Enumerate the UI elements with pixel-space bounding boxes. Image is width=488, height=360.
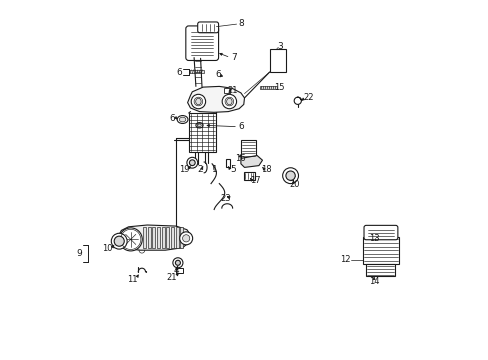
Polygon shape	[241, 156, 262, 167]
Polygon shape	[187, 86, 244, 112]
Text: 2: 2	[197, 166, 203, 175]
Circle shape	[224, 97, 233, 106]
Ellipse shape	[177, 116, 187, 123]
Text: 6: 6	[168, 114, 174, 123]
Circle shape	[179, 232, 192, 245]
Bar	[366, 264, 394, 276]
Text: 11: 11	[127, 275, 137, 284]
Text: 13: 13	[369, 234, 379, 243]
Text: 17: 17	[249, 176, 260, 185]
Bar	[152, 227, 155, 248]
Text: 4: 4	[173, 266, 179, 275]
Bar	[180, 227, 183, 248]
Text: 20: 20	[289, 180, 300, 189]
Text: 10: 10	[102, 244, 112, 253]
Bar	[244, 172, 254, 180]
Text: 9: 9	[76, 249, 81, 258]
Bar	[189, 70, 204, 73]
Bar	[171, 227, 174, 248]
Text: 18: 18	[260, 166, 271, 175]
Circle shape	[282, 168, 298, 184]
Circle shape	[186, 157, 197, 168]
Text: 16: 16	[235, 154, 246, 163]
Circle shape	[182, 235, 189, 242]
Ellipse shape	[197, 124, 201, 127]
FancyBboxPatch shape	[185, 26, 218, 60]
Bar	[157, 227, 160, 248]
Text: 3: 3	[276, 42, 282, 51]
Text: 8: 8	[238, 19, 244, 28]
Text: 19: 19	[179, 165, 189, 174]
Bar	[225, 159, 230, 167]
Text: 21: 21	[166, 274, 177, 282]
Text: 22: 22	[303, 93, 313, 102]
Circle shape	[175, 260, 180, 265]
Text: 23: 23	[220, 194, 231, 203]
Text: 15: 15	[273, 83, 284, 92]
Bar	[241, 140, 256, 158]
Text: 6: 6	[176, 68, 182, 77]
Circle shape	[111, 233, 127, 249]
Bar	[363, 237, 398, 264]
Circle shape	[222, 94, 236, 109]
Circle shape	[191, 94, 205, 109]
Bar	[176, 268, 183, 273]
Bar	[166, 227, 169, 248]
Text: 6: 6	[238, 122, 244, 131]
Bar	[162, 227, 164, 248]
Text: 5: 5	[230, 165, 235, 174]
Circle shape	[194, 97, 203, 106]
Bar	[260, 86, 277, 89]
Text: 6: 6	[215, 70, 221, 79]
Text: 14: 14	[368, 277, 379, 286]
Bar	[223, 88, 230, 93]
Ellipse shape	[179, 117, 185, 122]
Text: 1: 1	[212, 166, 218, 175]
Bar	[188, 113, 215, 152]
Bar	[175, 227, 178, 248]
Circle shape	[189, 160, 195, 166]
Ellipse shape	[195, 98, 201, 105]
Polygon shape	[118, 225, 191, 250]
Text: 21: 21	[227, 86, 238, 95]
Text: 12: 12	[339, 256, 350, 264]
Circle shape	[285, 171, 295, 180]
Circle shape	[119, 228, 142, 251]
Bar	[147, 227, 150, 248]
Ellipse shape	[226, 98, 232, 105]
FancyBboxPatch shape	[363, 225, 397, 240]
Circle shape	[114, 236, 124, 246]
Circle shape	[172, 258, 183, 268]
Text: 7: 7	[230, 53, 236, 62]
FancyBboxPatch shape	[197, 22, 218, 33]
Ellipse shape	[196, 123, 203, 128]
Bar	[269, 49, 285, 72]
Bar	[142, 227, 145, 248]
